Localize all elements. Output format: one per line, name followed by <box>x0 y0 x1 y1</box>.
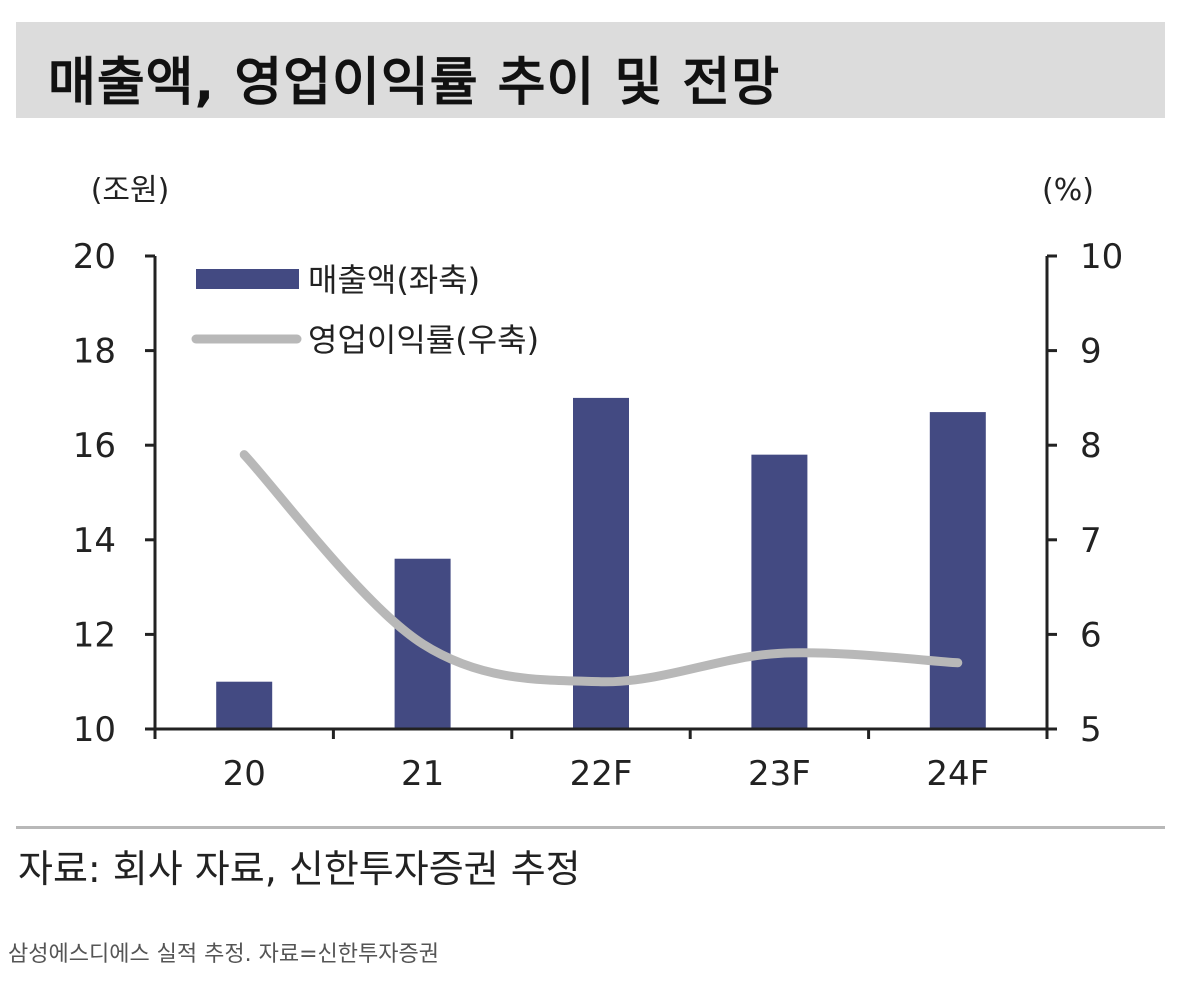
image-caption: 삼성에스디에스 실적 추정. 자료=신한투자증권 <box>8 942 439 967</box>
right-tick-label: 5 <box>1080 710 1102 750</box>
right-tick-label: 6 <box>1080 615 1102 655</box>
title-band: 매출액, 영업이익률 추이 및 전망 <box>16 22 1165 118</box>
left-tick-label: 20 <box>73 237 116 277</box>
x-tick-label: 23F <box>748 754 811 794</box>
legend-bar-label: 매출액(좌축) <box>308 261 480 299</box>
left-tick-label: 14 <box>73 521 116 561</box>
legend-line-label: 영업이익률(우축) <box>308 321 539 359</box>
chart-title: 매출액, 영업이익률 추이 및 전망 <box>48 53 781 113</box>
x-tick-label: 20 <box>223 754 266 794</box>
x-tick-label: 24F <box>926 754 989 794</box>
source-note: 자료: 회사 자료, 신한투자증권 추정 <box>18 847 581 891</box>
x-tick-label: 22F <box>570 754 633 794</box>
right-tick-label: 7 <box>1080 521 1102 561</box>
bar-23F <box>751 454 808 729</box>
left-tick-label: 16 <box>73 426 116 466</box>
right-tick-label: 8 <box>1080 426 1102 466</box>
right-axis-unit: (%) <box>1042 173 1094 208</box>
right-tick-label: 9 <box>1080 332 1102 372</box>
x-tick-label: 21 <box>401 754 444 794</box>
left-tick-label: 10 <box>73 710 116 750</box>
right-tick-label: 10 <box>1080 237 1123 277</box>
legend-bar-swatch <box>196 269 299 289</box>
bar-20 <box>216 681 273 729</box>
combo-chart: (조원) (%) 10 12 14 16 18 20 5 6 7 8 9 10 20 21 22F 23F 24F 매… <box>73 173 1124 794</box>
left-tick-label: 12 <box>73 615 116 655</box>
source-divider <box>16 826 1165 829</box>
margin-line <box>239 450 963 687</box>
bar-24F <box>929 412 986 729</box>
left-tick-label: 18 <box>73 332 116 372</box>
bar-22F <box>573 397 629 729</box>
left-axis-unit: (조원) <box>91 173 170 208</box>
